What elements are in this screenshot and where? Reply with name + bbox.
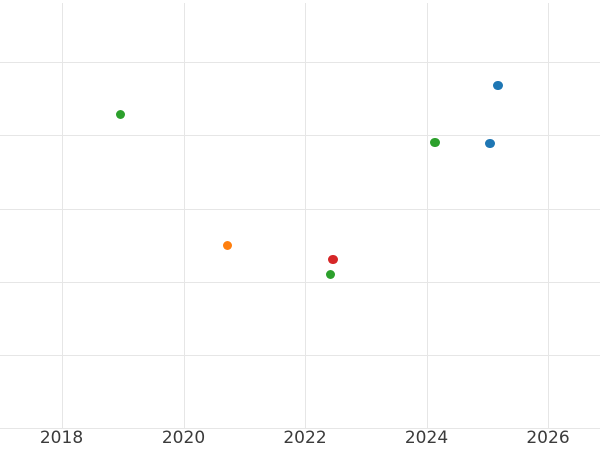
gridline-vertical [305,3,306,428]
gridline-vertical [548,3,549,428]
data-point-blue-series [485,138,495,149]
gridline-vertical [183,3,185,428]
gridline-vertical [61,3,63,428]
gridline-horizontal [0,135,600,136]
gridline-vertical [426,3,428,428]
gridline-horizontal [0,62,600,63]
data-point-orange-series [222,240,233,251]
data-point-green-series [115,109,126,120]
gridline-horizontal [0,282,600,283]
x-tick-label: 2022 [283,428,327,448]
x-tick-label: 2020 [161,428,206,448]
x-tick-label: 2026 [526,428,570,448]
data-point-green-series [430,137,440,148]
gridline-horizontal [0,355,600,356]
gridline-horizontal [0,428,600,429]
x-tick-label: 2018 [39,428,84,448]
x-tick-label: 2024 [404,428,449,448]
gridline-horizontal [0,208,600,210]
data-point-green-series [325,269,336,280]
data-point-red-series [328,254,338,265]
data-point-blue-series [493,80,503,91]
